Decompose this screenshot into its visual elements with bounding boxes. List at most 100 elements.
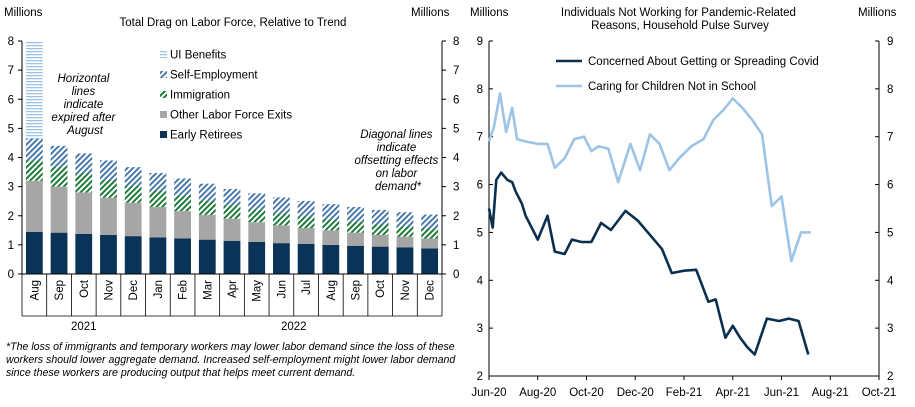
y-tick-label: 5 bbox=[453, 123, 459, 135]
left-x-axis: Aug Sep Oct Nov Dec Jan Feb Mar Apr May Jun Jul Aug S… bbox=[21, 273, 443, 333]
bar-segment-early-retirees bbox=[174, 238, 191, 274]
y-tick-label: 5 bbox=[477, 227, 483, 239]
legend-swatch-ui-benefits bbox=[160, 51, 167, 58]
y-tick-label: 2 bbox=[887, 371, 893, 383]
y-tick-label: 7 bbox=[453, 65, 459, 77]
x-tick-label: Dec-20 bbox=[617, 387, 654, 399]
legend-swatch-early-retirees bbox=[160, 131, 167, 138]
y-tick-label: 5 bbox=[887, 227, 893, 239]
bar-segment-early-retirees bbox=[149, 237, 167, 274]
left-chart-unit-right: Millions bbox=[411, 7, 450, 19]
bar-segment-self-employment bbox=[347, 207, 364, 222]
right-y-axis-left: 2 3 4 5 6 7 8 9 bbox=[477, 36, 493, 383]
x-tick-label: Jun-20 bbox=[471, 387, 506, 399]
annotation-horizontal-lines: Horizontal lines indicate expired after … bbox=[51, 73, 118, 137]
bar-segment-early-retirees bbox=[248, 241, 266, 274]
x-tick-label: May bbox=[252, 280, 264, 302]
y-tick-label: 7 bbox=[477, 132, 483, 144]
x-tick-label: Nov bbox=[400, 280, 412, 301]
y-tick-label: 3 bbox=[8, 182, 14, 194]
y-tick-label: 0 bbox=[8, 269, 14, 281]
bar-segment-immigration bbox=[100, 179, 117, 198]
y-tick-label: 2 bbox=[477, 371, 483, 383]
x-tick-label: Aug-20 bbox=[519, 387, 556, 399]
bar-segment-other-labor-force-exits bbox=[149, 207, 167, 238]
y-tick-label: 8 bbox=[8, 36, 14, 48]
bar-segment-self-employment bbox=[248, 193, 266, 210]
bar-segment-immigration bbox=[75, 173, 93, 193]
x-tick-label: Dec bbox=[128, 280, 140, 301]
left-legend: UI Benefits Self-Employment Immigration Oth… bbox=[160, 50, 292, 142]
bar-segment-immigration bbox=[149, 190, 167, 208]
y-tick-label: 8 bbox=[477, 84, 483, 96]
left-chart-unit-left: Millions bbox=[4, 7, 43, 19]
y-tick-label: 3 bbox=[477, 323, 483, 335]
y-tick-label: 0 bbox=[453, 269, 459, 281]
x-tick-label: Apr bbox=[227, 280, 239, 298]
year-label: 2022 bbox=[281, 321, 307, 333]
left-chart-title: Total Drag on Labor Force, Relative to T… bbox=[120, 17, 347, 29]
left-bars bbox=[25, 41, 439, 275]
bar-segment-immigration bbox=[421, 228, 439, 239]
x-tick-label: Jun bbox=[276, 280, 288, 299]
y-tick-label: 8 bbox=[453, 36, 459, 48]
legend-label: Concerned About Getting or Spreading Cov… bbox=[588, 56, 819, 68]
y-tick-label: 1 bbox=[8, 240, 14, 252]
bar-segment-immigration bbox=[50, 166, 68, 187]
legend-label: Self-Employment bbox=[170, 70, 258, 82]
x-tick-label: Oct bbox=[79, 279, 91, 298]
bar-segment-self-employment bbox=[100, 160, 117, 180]
right-x-axis: Jun-20 Aug-20 Oct-20 Dec-20 Feb-21 Apr-21 Jun-… bbox=[471, 375, 896, 399]
bar-segment-other-labor-force-exits bbox=[124, 202, 142, 237]
left-y-axis-right: 0 1 2 3 4 5 6 7 8 bbox=[441, 36, 460, 281]
bar-segment-early-retirees bbox=[371, 246, 389, 274]
bar-segment-early-retirees bbox=[198, 239, 216, 274]
footnote: *The loss of immigrants and temporary wo… bbox=[6, 341, 456, 379]
y-tick-label: 3 bbox=[453, 182, 459, 194]
bar-segment-early-retirees bbox=[396, 247, 414, 274]
bar-segment-immigration bbox=[174, 195, 191, 212]
bar-segment-self-employment bbox=[149, 172, 167, 191]
bar-segment-immigration bbox=[297, 216, 315, 228]
bar-segment-self-employment bbox=[297, 200, 315, 217]
bar-segment-other-labor-force-exits bbox=[396, 236, 414, 248]
legend-label: Immigration bbox=[170, 90, 230, 102]
series-line-concerned-about-getting-or-spreading-covid bbox=[487, 171, 810, 356]
x-tick-label: Apr-21 bbox=[715, 387, 750, 399]
y-tick-label: 6 bbox=[477, 180, 483, 192]
bar-segment-other-labor-force-exits bbox=[174, 211, 191, 239]
bar-segment-immigration bbox=[347, 221, 364, 233]
bar-segment-other-labor-force-exits bbox=[421, 238, 439, 249]
bar-segment-ui-benefits bbox=[25, 41, 43, 139]
right-y-axis-right: 2 3 4 5 6 7 8 9 bbox=[875, 36, 894, 383]
right-lines bbox=[487, 92, 811, 356]
bar-segment-immigration bbox=[223, 205, 241, 219]
x-tick-label: Jun-21 bbox=[764, 387, 799, 399]
bar-segment-immigration bbox=[322, 219, 340, 231]
bar-segment-self-employment bbox=[25, 138, 43, 161]
x-tick-label: Sep bbox=[351, 280, 363, 300]
x-tick-label: Dec bbox=[425, 280, 437, 301]
legend-label: UI Benefits bbox=[170, 50, 226, 62]
bar-segment-other-labor-force-exits bbox=[198, 214, 216, 240]
bar-segment-self-employment bbox=[421, 214, 439, 229]
bar-segment-other-labor-force-exits bbox=[25, 180, 43, 232]
legend-swatch-immigration bbox=[160, 91, 167, 98]
bar-segment-other-labor-force-exits bbox=[297, 227, 315, 244]
y-tick-label: 8 bbox=[887, 84, 893, 96]
y-tick-label: 6 bbox=[453, 94, 459, 106]
bar-segment-other-labor-force-exits bbox=[347, 232, 364, 246]
y-tick-label: 4 bbox=[477, 275, 484, 287]
y-tick-label: 3 bbox=[887, 323, 893, 335]
x-tick-label: Oct bbox=[375, 279, 387, 298]
bar-segment-other-labor-force-exits bbox=[100, 197, 117, 235]
bar-segment-early-retirees bbox=[124, 236, 142, 274]
right-chart: Millions Millions Individuals Not Workin… bbox=[470, 7, 897, 399]
x-tick-label: Feb-21 bbox=[666, 387, 702, 399]
bar-segment-early-retirees bbox=[273, 243, 290, 274]
y-tick-label: 9 bbox=[477, 36, 483, 48]
bar-segment-early-retirees bbox=[50, 232, 68, 274]
bar-segment-immigration bbox=[198, 200, 216, 215]
bar-segment-other-labor-force-exits bbox=[75, 192, 93, 234]
